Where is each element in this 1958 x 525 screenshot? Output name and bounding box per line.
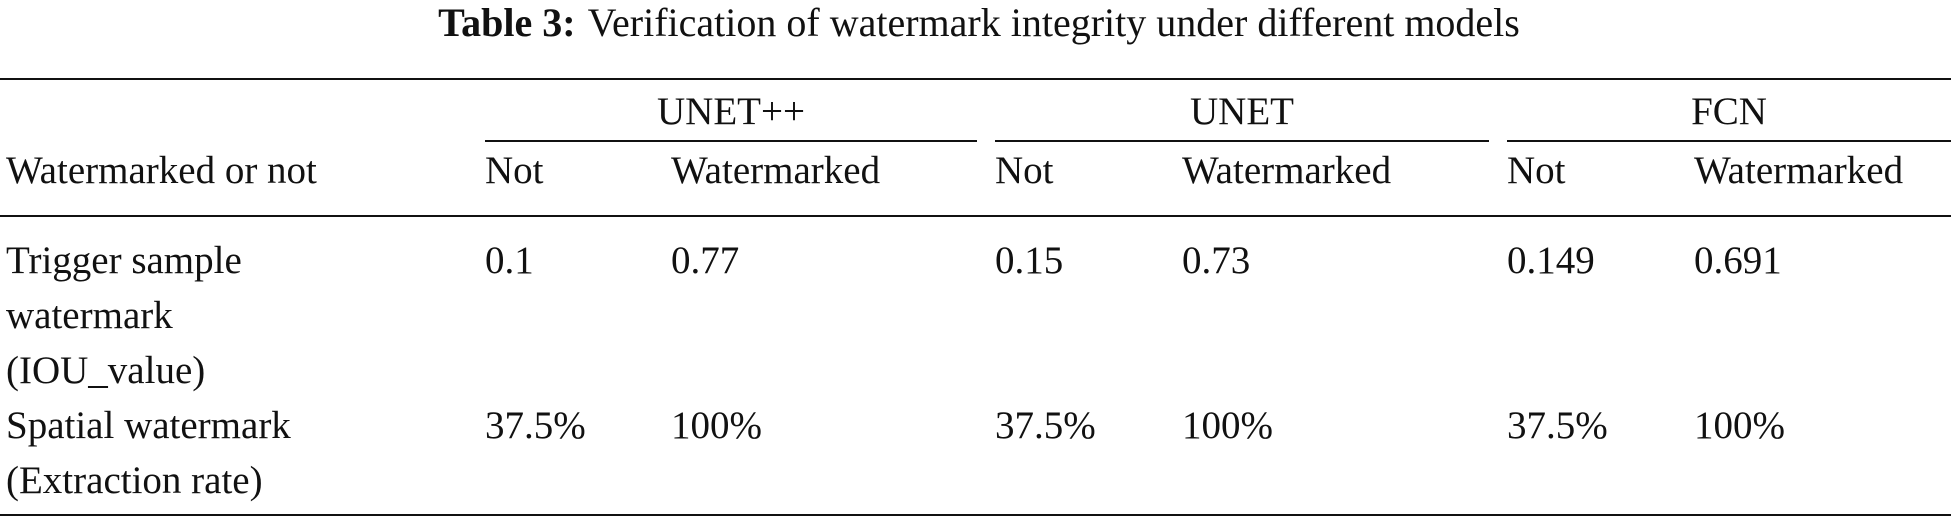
group-rule [485, 140, 977, 142]
cell: 0.15 [995, 239, 1064, 282]
column-header: Watermarked [671, 149, 881, 192]
row-header: Watermarked or not [6, 149, 317, 192]
cell: 0.149 [1507, 239, 1595, 282]
cell: 0.73 [1182, 239, 1251, 282]
group-header: UNET [1190, 90, 1294, 133]
group-header: FCN [1691, 90, 1767, 133]
cell: 100% [1694, 404, 1785, 447]
column-header: Watermarked [1694, 149, 1904, 192]
caption: Table 3: Verification of watermark integr… [0, 0, 1958, 46]
row-label: watermark [6, 294, 173, 337]
cell: 0.691 [1694, 239, 1782, 282]
cell: 37.5% [485, 404, 586, 447]
cell: 37.5% [995, 404, 1096, 447]
row-label: (IOU_value) [6, 349, 206, 392]
column-header: Not [1507, 149, 1566, 192]
column-header: Watermarked [1182, 149, 1392, 192]
row-label: Trigger sample [6, 239, 242, 282]
group-header: UNET++ [657, 90, 805, 133]
cell: 37.5% [1507, 404, 1608, 447]
column-header: Not [485, 149, 544, 192]
caption-label: Table 3: [438, 0, 576, 45]
bottom-rule [0, 514, 1951, 516]
caption-text: Verification of watermark integrity unde… [587, 0, 1520, 45]
group-rule [1507, 140, 1951, 142]
column-header: Not [995, 149, 1054, 192]
cell: 0.77 [671, 239, 740, 282]
row-label: (Extraction rate) [6, 459, 263, 502]
mid-rule [0, 215, 1951, 217]
row-label: Spatial watermark [6, 404, 291, 447]
cell: 100% [1182, 404, 1273, 447]
group-rule [995, 140, 1489, 142]
cell: 100% [671, 404, 762, 447]
cell: 0.1 [485, 239, 534, 282]
top-rule [0, 78, 1951, 80]
